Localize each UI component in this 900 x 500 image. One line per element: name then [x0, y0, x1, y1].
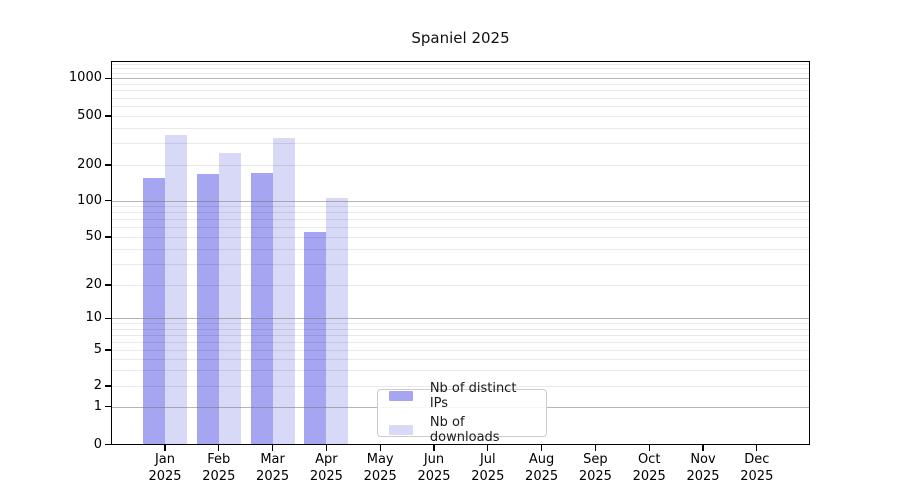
x-tick-mark	[756, 445, 758, 451]
minor-gridline	[112, 64, 809, 66]
bar-apr-distinct-ips	[304, 232, 327, 444]
x-tick-mark	[271, 445, 274, 451]
x-tick-label: Jun 2025	[417, 452, 451, 484]
minor-gridline	[112, 90, 809, 92]
legend-item-distinct-ips: Nb of distinct IPs	[386, 381, 538, 411]
x-tick-mark	[540, 445, 543, 451]
x-tick-label: Dec 2025	[740, 452, 774, 484]
minor-gridline	[112, 219, 809, 221]
y-tick-mark	[105, 444, 112, 446]
legend: Nb of distinct IPs Nb of downloads	[377, 381, 547, 445]
y-tick-label: 5	[93, 342, 102, 357]
bar-mar-downloads	[272, 138, 295, 444]
x-tick-mark	[218, 445, 220, 451]
bar-jan-distinct-ips	[143, 178, 165, 444]
bar-feb-distinct-ips	[196, 174, 219, 444]
y-tick-mark	[105, 77, 112, 79]
y-tick-label: 200	[77, 157, 102, 172]
x-tick-label: Jan 2025	[148, 452, 182, 484]
x-tick-label: Jul 2025	[471, 452, 505, 484]
minor-gridline	[112, 227, 809, 229]
legend-swatch-distinct-ips	[389, 391, 413, 401]
minor-gridline	[112, 328, 809, 330]
bar-apr-downloads	[326, 198, 349, 444]
y-tick-mark	[105, 406, 112, 408]
minor-gridline	[112, 143, 809, 145]
minor-gridline	[112, 97, 809, 99]
chart-title: Spaniel 2025	[411, 29, 510, 47]
major-gridline	[112, 318, 809, 320]
minor-gridline	[112, 370, 809, 372]
y-tick-mark	[105, 385, 112, 387]
x-tick-label: Sep 2025	[578, 452, 612, 484]
minor-gridline	[112, 341, 809, 343]
x-tick-label: Apr 2025	[309, 452, 343, 484]
x-tick-mark	[164, 445, 166, 451]
y-tick-label: 1000	[68, 70, 102, 86]
bar-mar-distinct-ips	[250, 173, 273, 444]
minor-gridline	[112, 237, 809, 238]
plot-frame	[111, 61, 810, 445]
y-tick-mark	[105, 236, 112, 238]
plot-area	[112, 62, 809, 444]
y-tick-mark	[105, 115, 112, 117]
x-tick-label: Mar 2025	[256, 452, 290, 484]
y-tick-label: 20	[85, 277, 102, 292]
minor-gridline	[112, 323, 809, 325]
minor-gridline	[112, 285, 809, 286]
legend-item-downloads: Nb of downloads	[386, 415, 538, 445]
y-tick-label: 1	[93, 398, 102, 414]
y-tick-label: 500	[77, 108, 102, 123]
x-tick-mark	[379, 445, 381, 451]
minor-gridline	[112, 206, 809, 208]
x-tick-label: May 2025	[363, 452, 397, 484]
minor-gridline	[112, 350, 809, 351]
minor-gridline	[112, 386, 809, 387]
minor-gridline	[112, 68, 809, 70]
y-tick-mark	[105, 349, 112, 351]
y-tick-label: 50	[85, 229, 102, 244]
x-tick-mark	[325, 445, 328, 451]
legend-label-distinct-ips: Nb of distinct IPs	[429, 381, 517, 411]
minor-gridline	[112, 248, 809, 250]
x-tick-label: Feb 2025	[202, 452, 236, 484]
y-tick-label: 10	[85, 310, 102, 326]
minor-gridline	[112, 334, 809, 336]
y-tick-mark	[105, 317, 112, 319]
y-tick-mark	[105, 200, 112, 202]
minor-gridline	[112, 106, 809, 108]
major-gridline	[112, 200, 809, 202]
x-tick-mark	[594, 445, 597, 451]
minor-gridline	[112, 165, 809, 166]
x-tick-mark	[487, 445, 489, 451]
minor-gridline	[112, 73, 809, 75]
x-tick-mark	[702, 445, 704, 451]
x-tick-mark	[648, 445, 650, 451]
x-tick-label: Oct 2025	[632, 452, 666, 484]
bar-feb-downloads	[218, 153, 241, 444]
legend-swatch-downloads	[389, 425, 413, 435]
minor-gridline	[112, 84, 809, 86]
major-gridline	[112, 78, 809, 80]
y-tick-mark	[105, 284, 112, 286]
y-tick-label: 2	[93, 378, 102, 393]
x-tick-label: Aug 2025	[525, 452, 559, 484]
minor-gridline	[112, 212, 809, 214]
legend-label-downloads: Nb of downloads	[429, 415, 500, 445]
minor-gridline	[112, 116, 809, 117]
minor-gridline	[112, 263, 809, 265]
x-tick-label: Nov 2025	[686, 452, 720, 484]
x-tick-mark	[433, 445, 435, 451]
y-tick-label: 0	[93, 436, 102, 452]
minor-gridline	[112, 358, 809, 360]
y-tick-label: 100	[77, 192, 102, 208]
bar-jan-downloads	[165, 135, 187, 444]
minor-gridline	[112, 127, 809, 129]
y-tick-mark	[105, 164, 112, 166]
